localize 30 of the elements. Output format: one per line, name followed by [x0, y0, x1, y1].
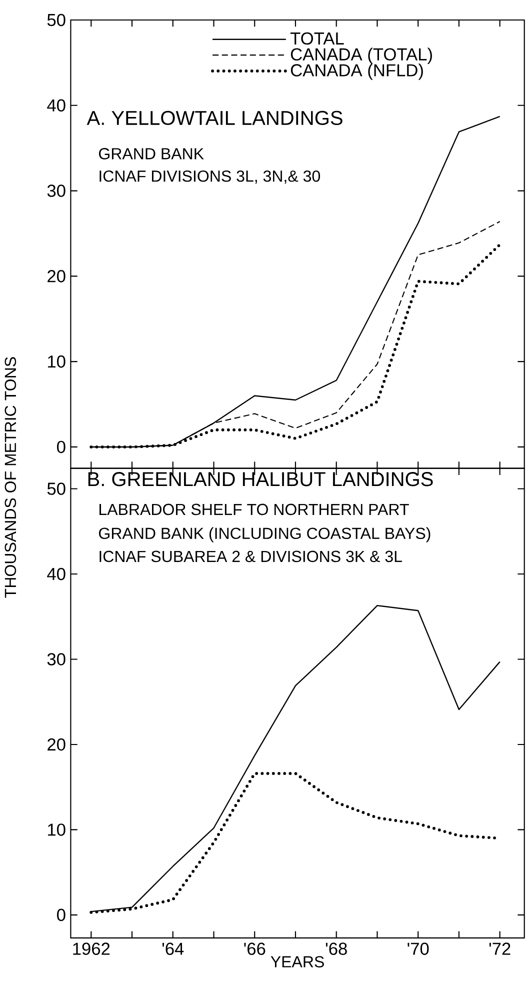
x-axis-title: YEARS — [270, 956, 324, 968]
y-tick-label: 0 — [57, 908, 66, 922]
y-tick-label: 30 — [47, 653, 66, 666]
text: GRAND BANK — [98, 148, 204, 160]
legend-label: CANADA (NFLD) — [290, 64, 423, 80]
y-tick-label: 10 — [48, 355, 66, 368]
x-tick-label: '66 — [244, 942, 266, 955]
y-tick-label: 30 — [47, 184, 66, 197]
y-tick-label: 50 — [47, 482, 66, 495]
annotation: ICNAF DIVISIONS 3L, 3N,& 30 — [100, 170, 320, 184]
chart-title: B. GREENLAND HALIBUT LANDINGS — [88, 472, 433, 486]
y-tick-label: 10 — [48, 824, 66, 836]
legend-label: TOTAL — [290, 32, 344, 45]
text: LABRADOR SHELF TO NORTHERN PART — [100, 504, 409, 516]
y-tick-label: 40 — [47, 568, 66, 580]
x-tick-label: '72 — [489, 942, 510, 955]
y-tick-label: 50 — [47, 14, 66, 26]
legend-label: CANADA (TOTAL) — [290, 48, 432, 64]
y-axis-title: THOUSANDS OF METRIC TONS — [4, 357, 16, 598]
y-tick-label: 20 — [48, 738, 66, 751]
x-tick-label: 1962 — [73, 942, 110, 955]
x-tick-label: '70 — [408, 942, 429, 955]
annotation: ICNAF SUBAREA 2 & DIVISIONS 3K & 3L — [100, 550, 402, 562]
y-tick-label: 20 — [48, 270, 66, 282]
annotation: GRAND BANK (INCLUDING COASTAL BAYS) — [98, 527, 430, 542]
x-tick-label: '64 — [162, 942, 184, 955]
y-tick-label: 40 — [47, 99, 66, 112]
text: A. YELLOWTAIL LANDINGS — [86, 110, 342, 126]
y-tick-label: 0 — [57, 440, 66, 454]
x-tick-label: '68 — [326, 942, 347, 955]
